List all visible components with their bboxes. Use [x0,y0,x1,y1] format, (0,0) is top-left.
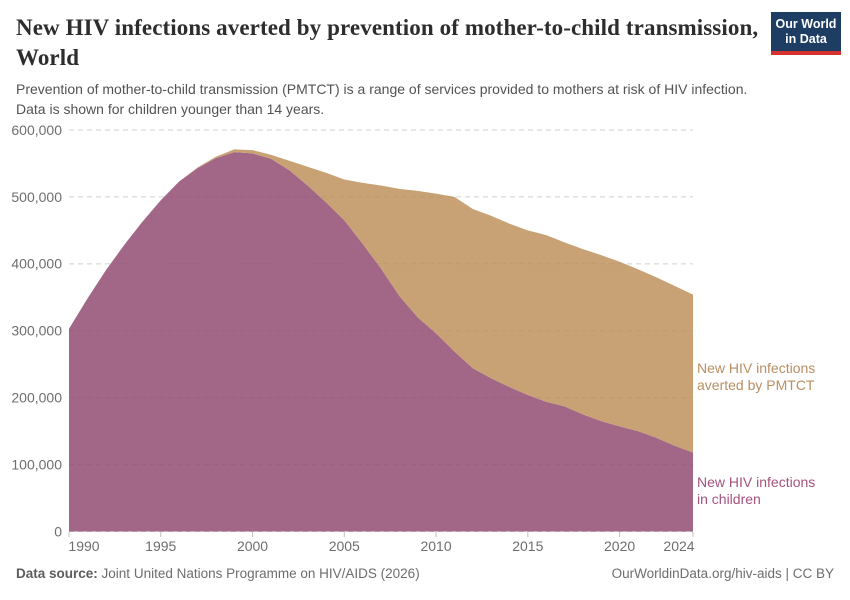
owid-logo-line1: Our World [775,17,837,31]
chart-subtitle: Prevention of mother-to-child transmissi… [16,79,842,119]
chart-subtitle-line1: Prevention of mother-to-child transmissi… [16,81,748,97]
y-axis-label: 300,000 [11,323,62,339]
owid-logo-line2: in Data [785,32,827,46]
y-axis-label: 200,000 [11,390,62,406]
x-axis: 1990 1995 2000 2005 2010 2015 2020 2024 [68,532,695,554]
chart-footer: Data source: Joint United Nations Progra… [16,565,834,582]
data-source-text: Joint United Nations Programme on HIV/AI… [101,566,420,581]
series-label-averted: New HIV infections averted by PMTCT [697,360,815,393]
chart-title: New HIV infections averted by prevention… [16,15,759,70]
x-axis-label: 2024 [663,538,694,554]
y-axis: 0 100,000 200,000 300,000 400,000 500,000 600,… [11,122,62,540]
x-axis-label: 2015 [512,538,543,554]
chart-areas[interactable] [69,149,693,532]
x-axis-label: 1990 [68,538,99,554]
y-axis-label: 0 [54,523,62,539]
x-axis-label: 2010 [420,538,451,554]
y-axis-label: 600,000 [11,122,62,138]
area-averted[interactable] [69,149,693,453]
data-source-label: Data source: [16,566,98,581]
y-axis-label: 500,000 [11,189,62,205]
y-axis-label: 100,000 [11,456,62,472]
gridlines-overlay [69,129,693,532]
x-axis-label: 2005 [329,538,360,554]
x-axis-label: 2000 [237,538,268,554]
chart-subtitle-line2: Data is shown for children younger than … [16,101,325,117]
area-children[interactable] [69,152,693,532]
owid-url-license-link[interactable]: OurWorldinData.org/hiv-aids | CC BY [611,566,834,581]
series-legend: New HIV infections averted by PMTCT New HI… [697,360,815,507]
owid-logo[interactable]: Our World in Data [771,12,841,55]
x-axis-label: 1995 [145,538,176,554]
y-axis-label: 400,000 [11,256,62,272]
series-label-children: New HIV infections in children [697,474,815,507]
x-axis-label: 2020 [604,538,635,554]
data-source: Data source: Joint United Nations Progra… [16,565,420,582]
